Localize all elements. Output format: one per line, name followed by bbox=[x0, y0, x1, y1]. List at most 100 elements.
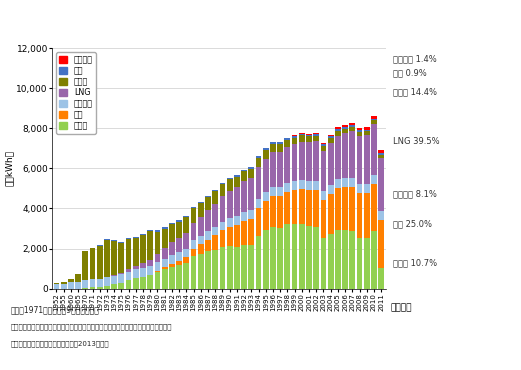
Bar bbox=[342, 125, 348, 127]
Bar bbox=[378, 268, 384, 289]
Bar bbox=[277, 152, 283, 187]
Bar bbox=[364, 130, 370, 131]
Bar bbox=[68, 282, 74, 289]
Bar bbox=[133, 237, 139, 238]
Bar bbox=[378, 211, 384, 221]
Bar bbox=[241, 212, 247, 221]
Bar bbox=[191, 256, 196, 289]
Bar bbox=[90, 287, 95, 289]
Bar bbox=[292, 135, 297, 136]
Bar bbox=[357, 184, 363, 193]
Bar bbox=[227, 191, 232, 218]
Bar bbox=[378, 158, 384, 211]
Bar bbox=[219, 184, 225, 196]
Bar bbox=[306, 135, 312, 136]
Bar bbox=[371, 120, 377, 124]
Bar bbox=[350, 187, 355, 231]
Bar bbox=[162, 229, 168, 248]
Bar bbox=[213, 191, 218, 204]
Bar bbox=[162, 267, 168, 269]
Bar bbox=[256, 156, 262, 158]
Bar bbox=[270, 187, 276, 196]
Bar bbox=[176, 252, 182, 260]
Bar bbox=[219, 231, 225, 247]
Bar bbox=[104, 240, 110, 277]
Bar bbox=[299, 180, 305, 189]
Bar bbox=[169, 255, 175, 263]
Bar bbox=[313, 141, 319, 181]
Text: （年度）: （年度） bbox=[391, 303, 412, 312]
Bar bbox=[357, 132, 363, 136]
Bar bbox=[205, 197, 211, 210]
Bar bbox=[198, 217, 204, 236]
Bar bbox=[213, 204, 218, 227]
Bar bbox=[111, 240, 117, 241]
Bar bbox=[234, 176, 240, 187]
Bar bbox=[219, 196, 225, 222]
Bar bbox=[249, 178, 254, 210]
Bar bbox=[82, 280, 88, 288]
Bar bbox=[284, 182, 290, 192]
Bar bbox=[371, 116, 377, 118]
Bar bbox=[126, 239, 131, 269]
Bar bbox=[306, 190, 312, 226]
Bar bbox=[205, 251, 211, 289]
Bar bbox=[335, 130, 341, 131]
Bar bbox=[270, 227, 276, 289]
Bar bbox=[227, 179, 232, 191]
Bar bbox=[277, 142, 283, 144]
Bar bbox=[328, 185, 333, 194]
Bar bbox=[328, 138, 333, 143]
Bar bbox=[328, 143, 333, 185]
Text: 原子力 10.7%: 原子力 10.7% bbox=[393, 258, 438, 267]
Bar bbox=[313, 227, 319, 289]
Bar bbox=[292, 191, 297, 224]
Bar bbox=[97, 245, 103, 246]
Bar bbox=[147, 231, 153, 259]
Bar bbox=[364, 193, 370, 238]
Bar bbox=[335, 131, 341, 136]
Bar bbox=[169, 263, 175, 267]
Bar bbox=[111, 285, 117, 289]
Bar bbox=[213, 235, 218, 249]
Bar bbox=[313, 133, 319, 134]
Bar bbox=[155, 272, 160, 289]
Bar bbox=[320, 201, 326, 239]
Bar bbox=[155, 253, 160, 262]
Bar bbox=[371, 231, 377, 289]
Bar bbox=[227, 178, 232, 179]
Bar bbox=[357, 238, 363, 289]
Bar bbox=[350, 127, 355, 131]
Bar bbox=[176, 222, 182, 238]
Bar bbox=[364, 184, 370, 193]
Bar bbox=[219, 247, 225, 289]
Bar bbox=[169, 267, 175, 289]
Bar bbox=[342, 187, 348, 230]
Legend: 新エネ等, 揚水, 石油等, LNG, 一般水力, 石炭, 原子力: 新エネ等, 揚水, 石油等, LNG, 一般水力, 石炭, 原子力 bbox=[56, 52, 96, 134]
Bar bbox=[299, 224, 305, 289]
Bar bbox=[320, 239, 326, 289]
Bar bbox=[155, 232, 160, 253]
Bar bbox=[133, 238, 139, 266]
Bar bbox=[277, 196, 283, 229]
Bar bbox=[234, 225, 240, 247]
Bar bbox=[320, 143, 326, 144]
Bar bbox=[241, 170, 247, 171]
Bar bbox=[126, 280, 131, 289]
Bar bbox=[350, 131, 355, 178]
Bar bbox=[256, 158, 262, 167]
Bar bbox=[162, 248, 168, 259]
Bar bbox=[335, 179, 341, 188]
Bar bbox=[256, 167, 262, 199]
Bar bbox=[313, 181, 319, 189]
Bar bbox=[270, 152, 276, 187]
Bar bbox=[104, 277, 110, 278]
Bar bbox=[54, 284, 59, 289]
Bar bbox=[155, 271, 160, 272]
Bar bbox=[284, 225, 290, 289]
Bar bbox=[270, 196, 276, 227]
Bar bbox=[118, 273, 125, 274]
Bar bbox=[270, 144, 276, 152]
Bar bbox=[234, 187, 240, 216]
Bar bbox=[183, 257, 189, 263]
